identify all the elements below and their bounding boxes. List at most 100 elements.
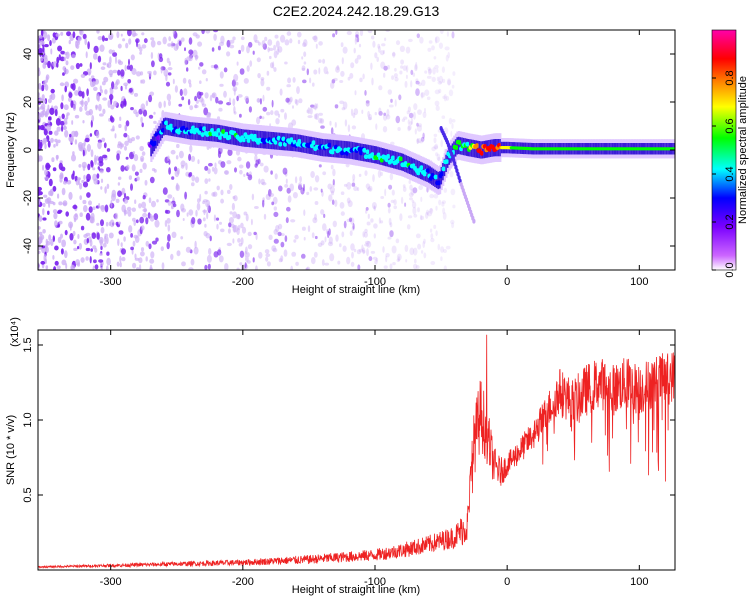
noise-point xyxy=(314,213,317,221)
noise-point xyxy=(79,212,83,217)
noise-point xyxy=(412,247,418,256)
noise-point xyxy=(100,266,103,270)
noise-point xyxy=(391,52,396,57)
noise-point xyxy=(265,256,269,262)
noise-point xyxy=(168,61,171,66)
noise-point xyxy=(211,47,215,52)
noise-point xyxy=(204,92,209,99)
noise-point xyxy=(63,104,69,111)
noise-point xyxy=(220,35,225,44)
noise-point xyxy=(50,48,53,55)
noise-point xyxy=(208,178,211,182)
ridge-core xyxy=(197,130,202,135)
noise-point xyxy=(257,98,260,103)
noise-point xyxy=(48,178,53,187)
noise-point xyxy=(217,100,224,105)
noise-point xyxy=(64,85,67,93)
noise-point xyxy=(98,203,101,209)
noise-point xyxy=(270,170,273,175)
noise-point xyxy=(64,250,68,259)
noise-point xyxy=(365,101,370,107)
noise-point xyxy=(159,53,163,59)
noise-point xyxy=(151,200,156,208)
noise-point xyxy=(85,247,91,252)
noise-point xyxy=(219,83,224,87)
noise-point xyxy=(266,70,270,76)
ridge-core xyxy=(217,135,223,140)
noise-point xyxy=(191,217,196,225)
noise-point xyxy=(393,205,398,210)
noise-point xyxy=(216,223,219,230)
ridge-core xyxy=(386,154,391,159)
noise-point xyxy=(56,126,61,132)
noise-point xyxy=(391,189,395,196)
noise-point xyxy=(148,114,154,119)
noise-point xyxy=(184,57,187,66)
noise-point xyxy=(415,233,421,239)
noise-point xyxy=(188,49,194,55)
figure-title: C2E2.2024.242.18.29.G13 xyxy=(273,3,440,19)
noise-point xyxy=(451,123,454,129)
noise-point xyxy=(38,186,42,191)
noise-point xyxy=(344,119,348,127)
noise-point xyxy=(148,243,152,250)
noise-point xyxy=(358,248,364,253)
noise-point xyxy=(106,148,111,152)
noise-point xyxy=(382,126,388,133)
noise-point xyxy=(220,228,225,233)
noise-point xyxy=(197,159,200,165)
noise-point xyxy=(102,62,107,66)
noise-point xyxy=(365,183,371,189)
noise-point xyxy=(69,133,72,138)
noise-point xyxy=(402,184,406,188)
noise-point xyxy=(195,99,199,104)
noise-point xyxy=(101,35,105,42)
noise-point xyxy=(318,117,323,124)
noise-point xyxy=(42,202,46,208)
noise-point xyxy=(85,110,91,116)
noise-point xyxy=(163,100,166,108)
colorbar-tick-label: 0.4 xyxy=(724,166,736,181)
noise-point xyxy=(307,107,311,115)
noise-point xyxy=(361,244,364,252)
noise-point xyxy=(411,201,417,209)
noise-point xyxy=(385,253,390,258)
noise-point xyxy=(301,253,306,259)
noise-point xyxy=(149,214,153,219)
noise-point xyxy=(170,253,174,260)
noise-point xyxy=(431,76,436,83)
noise-point xyxy=(203,209,206,216)
noise-point xyxy=(317,242,323,247)
noise-point xyxy=(46,124,52,132)
ridge-core xyxy=(465,141,470,147)
noise-point xyxy=(439,30,444,34)
noise-point xyxy=(290,265,293,270)
noise-point xyxy=(431,45,435,51)
ridge-core xyxy=(311,140,316,146)
noise-point xyxy=(91,75,95,79)
noise-point xyxy=(378,217,381,224)
noise-point xyxy=(142,109,148,117)
noise-point xyxy=(390,98,393,103)
noise-point xyxy=(355,35,360,43)
noise-point xyxy=(255,265,258,270)
noise-point xyxy=(89,133,93,137)
noise-point xyxy=(441,201,445,207)
noise-point xyxy=(237,238,241,243)
noise-point xyxy=(421,79,426,87)
noise-point xyxy=(410,117,414,125)
noise-point xyxy=(79,195,82,201)
noise-point xyxy=(342,101,348,110)
noise-point xyxy=(40,30,44,37)
noise-point xyxy=(334,199,338,207)
noise-point xyxy=(209,235,212,242)
noise-point xyxy=(438,199,442,206)
noise-point xyxy=(364,170,368,177)
noise-point xyxy=(165,74,168,82)
noise-point xyxy=(433,145,439,150)
noise-point xyxy=(45,238,48,245)
noise-point xyxy=(232,195,236,200)
noise-point xyxy=(441,66,445,73)
noise-point xyxy=(110,128,115,132)
noise-point xyxy=(176,167,180,175)
